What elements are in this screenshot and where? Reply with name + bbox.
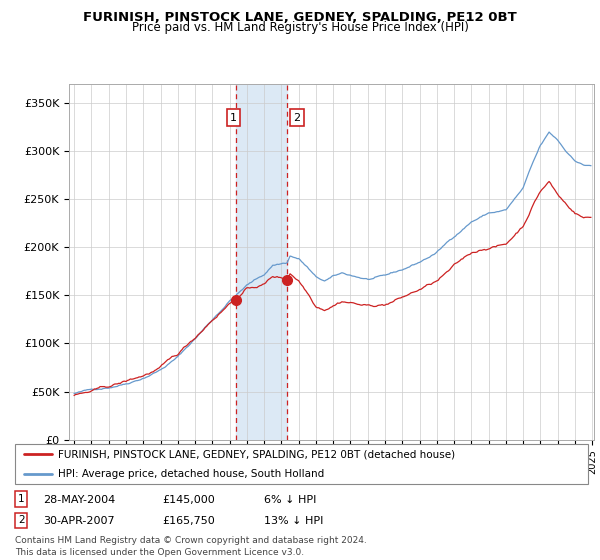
- Text: Contains HM Land Registry data © Crown copyright and database right 2024.: Contains HM Land Registry data © Crown c…: [15, 536, 367, 545]
- Text: 6% ↓ HPI: 6% ↓ HPI: [264, 495, 316, 505]
- Text: 1: 1: [230, 113, 237, 123]
- Text: 13% ↓ HPI: 13% ↓ HPI: [264, 516, 323, 526]
- Text: Price paid vs. HM Land Registry's House Price Index (HPI): Price paid vs. HM Land Registry's House …: [131, 21, 469, 34]
- Text: 2: 2: [18, 515, 25, 525]
- Bar: [236, 84, 287, 440]
- FancyBboxPatch shape: [15, 444, 588, 484]
- Text: £165,750: £165,750: [162, 516, 215, 526]
- Text: 2: 2: [293, 113, 300, 123]
- Text: 30-APR-2007: 30-APR-2007: [43, 516, 115, 526]
- Text: FURINISH, PINSTOCK LANE, GEDNEY, SPALDING, PE12 0BT (detached house): FURINISH, PINSTOCK LANE, GEDNEY, SPALDIN…: [58, 449, 455, 459]
- Text: £145,000: £145,000: [162, 495, 215, 505]
- Text: 28-MAY-2004: 28-MAY-2004: [43, 495, 115, 505]
- Text: HPI: Average price, detached house, South Holland: HPI: Average price, detached house, Sout…: [58, 469, 324, 479]
- Text: FURINISH, PINSTOCK LANE, GEDNEY, SPALDING, PE12 0BT: FURINISH, PINSTOCK LANE, GEDNEY, SPALDIN…: [83, 11, 517, 24]
- Text: 1: 1: [18, 494, 25, 504]
- Text: This data is licensed under the Open Government Licence v3.0.: This data is licensed under the Open Gov…: [15, 548, 304, 557]
